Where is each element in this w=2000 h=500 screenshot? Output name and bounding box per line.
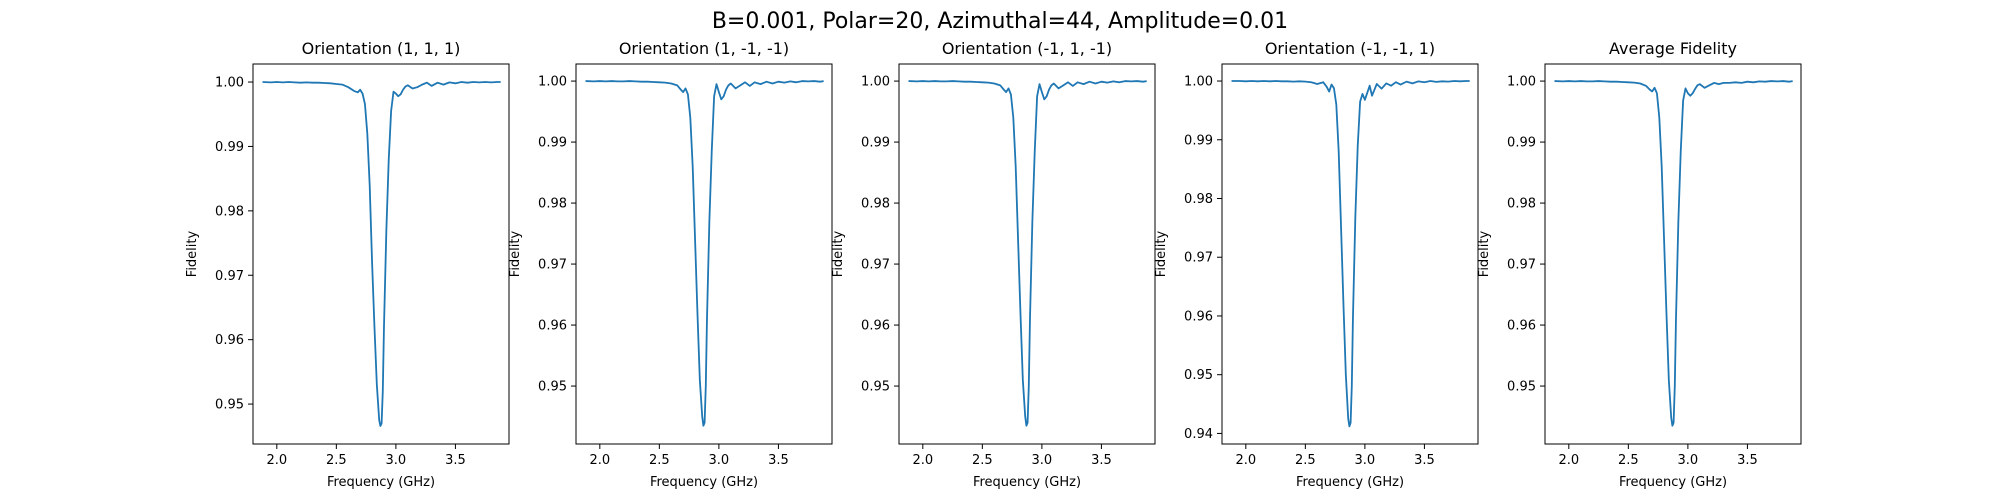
figure-suptitle: B=0.001, Polar=20, Azimuthal=44, Amplitu… bbox=[712, 9, 1288, 34]
series-line bbox=[585, 80, 824, 427]
x-tick-label: 3.5 bbox=[1414, 453, 1435, 468]
y-tick-label: 0.98 bbox=[1184, 192, 1213, 207]
y-tick-label: 0.98 bbox=[1507, 197, 1536, 212]
y-tick-label: 0.95 bbox=[861, 380, 890, 395]
subplot-3: Orientation (-1, 1, -1) 2.0 2.5 3.0 3.5 0.95 0… bbox=[831, 39, 1156, 490]
y-tick-label: 0.97 bbox=[861, 258, 890, 273]
x-tick-label: 3.5 bbox=[768, 453, 789, 468]
plot-frame bbox=[575, 63, 833, 445]
y-tick-label: 0.95 bbox=[1184, 368, 1213, 383]
y-tick-label: 0.95 bbox=[215, 398, 244, 413]
y-tick-label: 0.99 bbox=[1507, 136, 1536, 151]
y-tick-label: 0.96 bbox=[538, 319, 567, 334]
y-tick-label: 0.95 bbox=[1507, 380, 1536, 395]
y-tick-label: 0.97 bbox=[1507, 258, 1536, 273]
y-tick-label: 0.96 bbox=[861, 319, 890, 334]
subplot-5: Average Fidelity 2.0 2.5 3.0 3.5 0.95 0.96 0.97… bbox=[1477, 39, 1802, 490]
plot-frame bbox=[252, 63, 510, 445]
y-tick-label: 1.00 bbox=[215, 76, 244, 91]
x-tick-label: 3.5 bbox=[1737, 453, 1758, 468]
x-tick-label: 2.5 bbox=[649, 453, 670, 468]
x-tick-label: 2.5 bbox=[1618, 453, 1639, 468]
y-tick-label: 0.96 bbox=[215, 333, 244, 348]
x-tick-label: 2.0 bbox=[912, 453, 933, 468]
subplot-4: Orientation (-1, -1, 1) 2.0 2.5 3.0 3.5 0.94 0… bbox=[1154, 39, 1479, 490]
x-axis-label: Frequency (GHz) bbox=[650, 475, 758, 490]
subplot-title: Orientation (-1, 1, -1) bbox=[942, 39, 1112, 58]
y-axis-label: Fidelity bbox=[508, 230, 523, 277]
subplot-1: Orientation (1, 1, 1) 2.0 2.5 3.0 3.5 0.95 0.9… bbox=[185, 39, 510, 490]
y-tick-label: 0.94 bbox=[1184, 427, 1213, 442]
y-tick-label: 0.96 bbox=[1184, 309, 1213, 324]
x-tick-label: 3.0 bbox=[1032, 453, 1053, 468]
subplot-title: Orientation (1, 1, 1) bbox=[302, 39, 461, 58]
x-tick-label: 2.0 bbox=[266, 453, 287, 468]
series-line bbox=[1554, 80, 1793, 427]
series-line bbox=[262, 81, 501, 427]
series-line bbox=[1231, 80, 1470, 428]
y-tick-label: 0.95 bbox=[538, 380, 567, 395]
plot-frame bbox=[898, 63, 1156, 445]
y-tick-label: 0.99 bbox=[861, 136, 890, 151]
y-tick-label: 1.00 bbox=[1507, 75, 1536, 90]
y-tick-label: 1.00 bbox=[1184, 75, 1213, 90]
x-tick-label: 3.0 bbox=[1355, 453, 1376, 468]
y-tick-label: 1.00 bbox=[538, 75, 567, 90]
y-axis-label: Fidelity bbox=[1154, 230, 1169, 277]
x-axis-label: Frequency (GHz) bbox=[973, 475, 1081, 490]
y-axis-label: Fidelity bbox=[185, 230, 200, 277]
x-axis-label: Frequency (GHz) bbox=[1296, 475, 1404, 490]
y-tick-label: 0.98 bbox=[538, 197, 567, 212]
y-tick-label: 0.97 bbox=[215, 269, 244, 284]
subplot-title: Orientation (1, -1, -1) bbox=[619, 39, 789, 58]
y-tick-label: 0.97 bbox=[1184, 251, 1213, 266]
x-tick-label: 3.0 bbox=[709, 453, 730, 468]
subplot-title: Average Fidelity bbox=[1609, 39, 1737, 58]
x-tick-label: 2.5 bbox=[1295, 453, 1316, 468]
x-tick-label: 2.5 bbox=[972, 453, 993, 468]
x-tick-label: 2.0 bbox=[1235, 453, 1256, 468]
y-tick-label: 0.99 bbox=[215, 140, 244, 155]
x-axis-label: Frequency (GHz) bbox=[327, 475, 435, 490]
y-axis-label: Fidelity bbox=[831, 230, 846, 277]
y-tick-label: 0.99 bbox=[538, 136, 567, 151]
y-tick-label: 0.97 bbox=[538, 258, 567, 273]
subplot-grid: Orientation (1, 1, 1) 2.0 2.5 3.0 3.5 0.95 0.9… bbox=[185, 39, 1802, 490]
x-tick-label: 2.0 bbox=[1558, 453, 1579, 468]
y-tick-label: 0.96 bbox=[1507, 319, 1536, 334]
x-axis-label: Frequency (GHz) bbox=[1619, 475, 1727, 490]
x-tick-label: 3.5 bbox=[1091, 453, 1112, 468]
series-line bbox=[908, 80, 1147, 427]
y-axis-label: Fidelity bbox=[1477, 230, 1492, 277]
plot-frame bbox=[1221, 63, 1479, 445]
x-tick-label: 2.5 bbox=[326, 453, 347, 468]
plot-frame bbox=[1544, 63, 1802, 445]
y-tick-label: 0.99 bbox=[1184, 133, 1213, 148]
x-tick-label: 3.5 bbox=[445, 453, 466, 468]
x-tick-label: 2.0 bbox=[589, 453, 610, 468]
y-tick-label: 1.00 bbox=[861, 75, 890, 90]
subplot-title: Orientation (-1, -1, 1) bbox=[1265, 39, 1435, 58]
subplot-2: Orientation (1, -1, -1) 2.0 2.5 3.0 3.5 0.95 0… bbox=[508, 39, 833, 490]
y-tick-label: 0.98 bbox=[215, 204, 244, 219]
x-tick-label: 3.0 bbox=[1678, 453, 1699, 468]
y-tick-label: 0.98 bbox=[861, 197, 890, 212]
x-tick-label: 3.0 bbox=[386, 453, 407, 468]
